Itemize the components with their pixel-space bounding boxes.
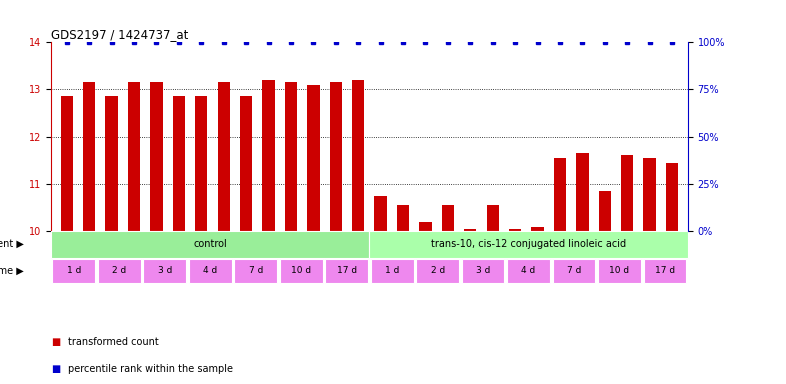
Bar <box>83 83 95 231</box>
Text: 2 d: 2 d <box>431 266 445 275</box>
Bar <box>263 80 274 231</box>
Bar <box>374 196 387 231</box>
Bar <box>189 259 232 283</box>
Bar <box>325 259 368 283</box>
Text: 10 d: 10 d <box>291 266 311 275</box>
Bar <box>644 158 656 231</box>
Bar <box>419 222 432 231</box>
Bar <box>576 153 589 231</box>
Bar <box>234 259 277 283</box>
Text: transformed count: transformed count <box>68 337 159 347</box>
Text: trans-10, cis-12 conjugated linoleic acid: trans-10, cis-12 conjugated linoleic aci… <box>431 240 626 250</box>
Bar <box>329 83 342 231</box>
Text: 7 d: 7 d <box>248 266 263 275</box>
Bar <box>53 259 95 283</box>
Bar <box>509 229 521 231</box>
Bar <box>553 259 596 283</box>
Bar <box>442 205 454 231</box>
Bar <box>465 229 476 231</box>
Text: 10 d: 10 d <box>609 266 630 275</box>
Text: 1 d: 1 d <box>67 266 81 275</box>
Bar <box>280 259 322 283</box>
Bar <box>531 227 544 231</box>
Bar <box>61 96 73 231</box>
Bar <box>307 85 320 231</box>
Text: GDS2197 / 1424737_at: GDS2197 / 1424737_at <box>51 28 189 41</box>
Text: percentile rank within the sample: percentile rank within the sample <box>68 364 233 374</box>
Bar <box>371 259 413 283</box>
Bar <box>105 96 118 231</box>
Bar <box>599 191 611 231</box>
Text: 4 d: 4 d <box>203 266 218 275</box>
Text: 1 d: 1 d <box>385 266 399 275</box>
Bar <box>666 163 678 231</box>
Bar <box>195 96 208 231</box>
Text: 3 d: 3 d <box>157 266 172 275</box>
Bar <box>240 96 252 231</box>
Text: ■: ■ <box>51 337 61 347</box>
Text: agent ▶: agent ▶ <box>0 240 24 250</box>
Bar <box>644 259 686 283</box>
Text: 17 d: 17 d <box>336 266 357 275</box>
Bar <box>150 83 163 231</box>
Text: control: control <box>193 240 227 250</box>
Bar <box>369 231 688 258</box>
Bar <box>98 259 141 283</box>
Bar <box>173 96 185 231</box>
Bar <box>487 205 499 231</box>
Bar <box>598 259 641 283</box>
Bar <box>461 259 505 283</box>
Bar <box>128 83 140 231</box>
Bar <box>143 259 186 283</box>
Bar <box>417 259 459 283</box>
Bar <box>218 83 230 231</box>
Text: 17 d: 17 d <box>655 266 675 275</box>
Bar <box>352 80 365 231</box>
Text: 3 d: 3 d <box>476 266 490 275</box>
Bar <box>621 155 634 231</box>
Bar <box>397 205 410 231</box>
Bar <box>285 83 297 231</box>
Bar <box>51 231 369 258</box>
Text: ■: ■ <box>51 364 61 374</box>
Bar <box>507 259 550 283</box>
Text: 2 d: 2 d <box>112 266 127 275</box>
Text: 7 d: 7 d <box>567 266 582 275</box>
Text: 4 d: 4 d <box>521 266 536 275</box>
Bar <box>554 158 566 231</box>
Text: time ▶: time ▶ <box>0 266 24 276</box>
